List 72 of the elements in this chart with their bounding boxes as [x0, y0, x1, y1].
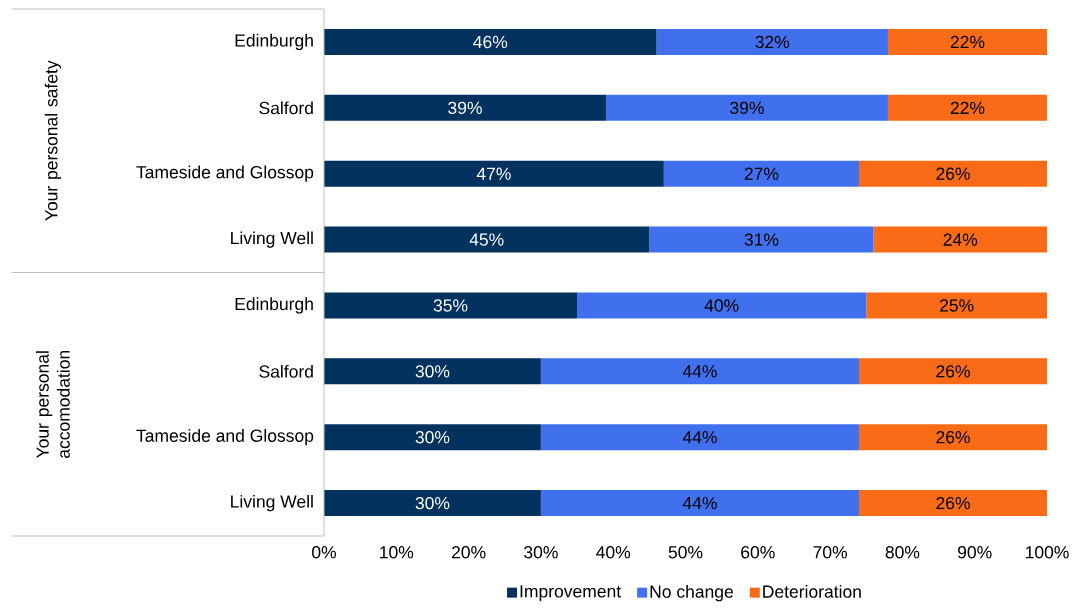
data-label: 39% [448, 101, 482, 115]
data-label: 26% [936, 496, 970, 510]
data-label: 44% [682, 431, 717, 444]
data-label: 46% [473, 35, 508, 49]
bar [859, 490, 1048, 517]
data-label: 25% [940, 299, 974, 312]
bar [605, 94, 888, 121]
legend-label: Improvement [520, 585, 622, 601]
data-label: 32% [755, 35, 790, 49]
x-tick-label: 0% [312, 546, 337, 559]
bar [540, 490, 860, 517]
y-tick-label: Tameside and Glossop [136, 165, 314, 182]
data-label: 44% [682, 496, 717, 510]
y-tick-label: Living Well [231, 494, 313, 512]
data-label: 30% [415, 496, 450, 510]
y-tick-label: Living Well [231, 231, 313, 248]
x-tick-label: 20% [451, 546, 486, 559]
bar [859, 160, 1048, 187]
bar [324, 490, 541, 517]
data-label: 30% [415, 431, 450, 444]
bar [324, 424, 541, 451]
x-tick-label: 80% [885, 546, 920, 559]
bar [577, 292, 867, 319]
bar [873, 226, 1048, 253]
data-label: 39% [730, 101, 764, 115]
y-tick-label: Tameside and Glossop [136, 429, 314, 446]
x-tick-label: 30% [524, 546, 558, 559]
data-label: 27% [744, 167, 779, 180]
x-tick-label: 50% [668, 546, 703, 559]
text: Your personal accomodation [35, 350, 70, 459]
bar [656, 28, 888, 55]
data-label: 35% [433, 299, 468, 312]
data-label: 40% [704, 299, 739, 312]
bar [859, 424, 1048, 451]
bar [866, 292, 1048, 319]
bar [649, 226, 874, 253]
data-label: 26% [936, 365, 970, 378]
bar [540, 358, 860, 385]
bar [663, 160, 860, 187]
bar [324, 358, 541, 385]
x-tick-label: 10% [380, 546, 414, 559]
data-label: 31% [744, 233, 779, 246]
x-tick-label: 100% [1025, 546, 1069, 559]
bar [859, 358, 1048, 385]
data-label: 22% [950, 35, 985, 49]
y-tick-label: Salford [259, 101, 313, 115]
data-label: 44% [682, 365, 717, 378]
y-tick-label: Salford [259, 364, 313, 378]
text: Your personal safety [44, 60, 62, 221]
legend-label: No change [650, 584, 733, 602]
bar [324, 160, 664, 187]
y-tick-label: Edinburgh [235, 297, 313, 314]
data-label: 26% [936, 167, 970, 180]
legend-label: Deterioration [763, 584, 861, 598]
y-tick-label: Edinburgh [235, 33, 313, 51]
data-label: 26% [936, 431, 970, 444]
x-tick-label: 70% [813, 546, 847, 559]
x-tick-label: 90% [958, 546, 992, 559]
bar [324, 292, 578, 319]
x-tick-label: 60% [741, 546, 775, 559]
bar [540, 424, 860, 451]
bar [887, 28, 1048, 55]
data-label: 30% [415, 365, 450, 378]
bar [887, 94, 1048, 121]
data-label: 47% [476, 167, 511, 180]
data-label: 24% [943, 233, 978, 246]
data-label: 22% [950, 101, 985, 114]
bar [324, 226, 650, 253]
x-tick-label: 40% [596, 546, 631, 559]
bar [324, 94, 606, 121]
bar [324, 28, 657, 55]
data-label: 45% [469, 233, 504, 246]
